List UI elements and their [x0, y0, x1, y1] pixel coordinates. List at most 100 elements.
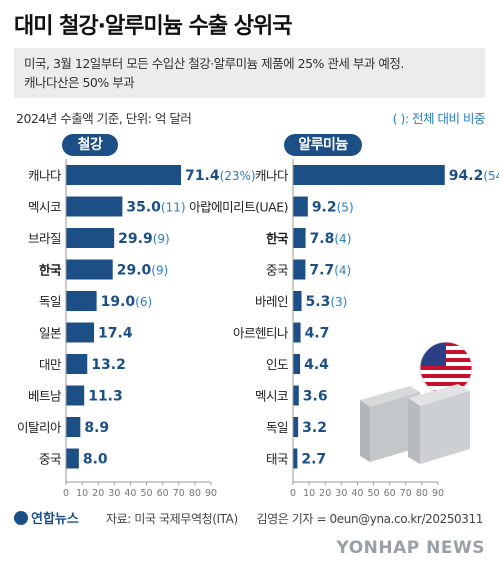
- aluminum-value-label: 9.2(5): [312, 200, 354, 216]
- aluminum-category-label: 아르헨티나: [233, 326, 289, 341]
- steel-category-label: 멕시코: [28, 200, 61, 215]
- steel-category-label: 일본: [39, 326, 61, 341]
- aluminum-value-label: 7.8(4): [310, 231, 352, 247]
- aluminum-category-label: 인도: [266, 357, 288, 372]
- steel-tick-label: 30: [108, 488, 120, 499]
- steel-tick-label: 60: [157, 488, 169, 499]
- aluminum-value-label: 3.6: [303, 389, 328, 405]
- aluminum-bar: [293, 448, 298, 469]
- steel-tick-label: 0: [63, 488, 69, 499]
- steel-share-label: (6): [135, 295, 152, 309]
- yonhap-logo: 연합뉴스: [14, 508, 79, 527]
- steel-bar: [66, 448, 79, 469]
- watermark: YONHAP NEWS: [336, 538, 485, 558]
- steel-tick-label: 70: [173, 488, 185, 499]
- steel-category-label: 브라질: [28, 231, 61, 246]
- steel-bar: [66, 291, 97, 311]
- aluminum-bar: [293, 354, 301, 374]
- share-note: ( ): 전체 대비 비중: [392, 111, 486, 126]
- chart-title: 대미 철강·알루미늄 수출 상위국: [14, 14, 292, 39]
- logo-text: 연합뉴스: [31, 512, 79, 527]
- aluminum-category-label: 중국: [266, 263, 288, 278]
- steel-category-label: 대만: [39, 357, 62, 372]
- aluminum-value-label: 4.4: [304, 357, 329, 373]
- steel-tick-label: 10: [76, 488, 88, 499]
- container-illustration: [360, 384, 470, 464]
- subtitle-line-2: 캐나다산은 50% 부과: [24, 75, 135, 90]
- steel-value-label: 11.3: [88, 389, 123, 405]
- steel-value-label: 8.0: [83, 452, 108, 468]
- aluminum-share-label: (3): [330, 295, 347, 309]
- steel-category-label: 독일: [39, 294, 61, 309]
- aluminum-value-label: 94.2(54%): [449, 168, 499, 184]
- aluminum-category-label: 캐나다: [255, 168, 289, 183]
- aluminum-tick-label: 90: [432, 488, 444, 499]
- steel-share-label: (9): [151, 264, 168, 278]
- aluminum-share-label: (54%): [483, 169, 499, 183]
- logo-mark-icon: [14, 511, 28, 525]
- unit-note: 2024년 수출액 기준, 단위: 억 달러: [16, 111, 192, 126]
- us-flag-icon: [419, 341, 473, 395]
- credit-note: 김영은 기자 = 0eun@yna.co.kr/20250311: [256, 512, 483, 526]
- aluminum-tick-label: 70: [400, 488, 412, 499]
- steel-tick-label: 50: [141, 488, 153, 499]
- steel-bar: [66, 322, 95, 343]
- aluminum-tick-label: 10: [303, 488, 315, 499]
- aluminum-tick-label: 30: [335, 488, 347, 499]
- steel-value-label: 35.0(11): [126, 200, 185, 216]
- aluminum-bar: [293, 165, 445, 185]
- aluminum-bar: [293, 322, 301, 343]
- aluminum-bar: [293, 259, 306, 280]
- aluminum-tick-label: 60: [384, 488, 396, 499]
- steel-bar: [66, 354, 88, 374]
- aluminum-value-label: 4.7: [305, 326, 330, 342]
- aluminum-tick-label: 40: [351, 488, 363, 499]
- aluminum-share-label: (5): [337, 201, 354, 215]
- steel-chart: 캐나다 71.4(23%) 멕시코 35.0(11) 브라질 29.9(9) 한국 29.0(…: [17, 159, 256, 499]
- steel-bar: [66, 259, 113, 280]
- steel-value-label: 71.4(23%): [185, 168, 256, 184]
- aluminum-bar: [293, 228, 306, 248]
- aluminum-category-label: 바레인: [255, 294, 288, 309]
- source-note: 자료: 미국 국제무역청(ITA): [106, 512, 238, 526]
- steel-share-label: (9): [153, 232, 170, 246]
- steel-value-label: 29.0(9): [117, 263, 169, 279]
- steel-tick-label: 40: [124, 488, 136, 499]
- steel-category-label: 이탈리아: [17, 420, 62, 435]
- aluminum-value-label: 3.2: [302, 420, 327, 436]
- steel-category-label: 중국: [39, 452, 61, 467]
- aluminum-tick-label: 80: [416, 488, 428, 499]
- aluminum-value-label: 2.7: [301, 452, 326, 468]
- steel-category-label: 베트남: [28, 389, 62, 404]
- aluminum-bar: [293, 417, 299, 437]
- steel-tick-label: 90: [205, 488, 217, 499]
- steel-value-label: 8.9: [84, 420, 109, 436]
- steel-bar: [66, 385, 85, 406]
- steel-category-label: 한국: [39, 263, 62, 278]
- steel-value-label: 13.2: [91, 357, 126, 373]
- aluminum-category-label: 태국: [266, 452, 288, 467]
- aluminum-tick-label: 0: [290, 488, 296, 499]
- aluminum-category-label: 한국: [266, 231, 289, 246]
- steel-bar: [66, 417, 81, 437]
- subtitle-box: 미국, 3월 12일부터 모든 수입산 철강·알루미늄 제품에 25% 관세 부…: [14, 48, 485, 98]
- steel-bar: [66, 165, 182, 185]
- aluminum-tick-label: 20: [319, 488, 331, 499]
- aluminum-value-label: 5.3(3): [306, 294, 348, 310]
- aluminum-category-label: 아랍에미리트(UAE): [189, 200, 288, 215]
- steel-tick-label: 20: [92, 488, 104, 499]
- aluminum-bar: [293, 196, 308, 217]
- steel-bar: [66, 228, 115, 248]
- aluminum-value-label: 7.7(4): [309, 263, 351, 279]
- subtitle-line-1: 미국, 3월 12일부터 모든 수입산 철강·알루미늄 제품에 25% 관세 부…: [24, 56, 404, 71]
- aluminum-bar: [293, 291, 302, 311]
- steel-bar: [66, 196, 123, 217]
- aluminum-chart: 캐나다 94.2(54%) 아랍에미리트(UAE) 9.2(5) 한국 7.8(4) 중국 7…: [189, 159, 499, 499]
- steel-share-label: (23%): [220, 169, 256, 183]
- aluminum-badge: 알루미늄: [284, 134, 362, 156]
- aluminum-category-label: 독일: [266, 420, 288, 435]
- aluminum-share-label: (4): [334, 264, 351, 278]
- steel-value-label: 17.4: [98, 326, 133, 342]
- steel-tick-label: 80: [189, 488, 201, 499]
